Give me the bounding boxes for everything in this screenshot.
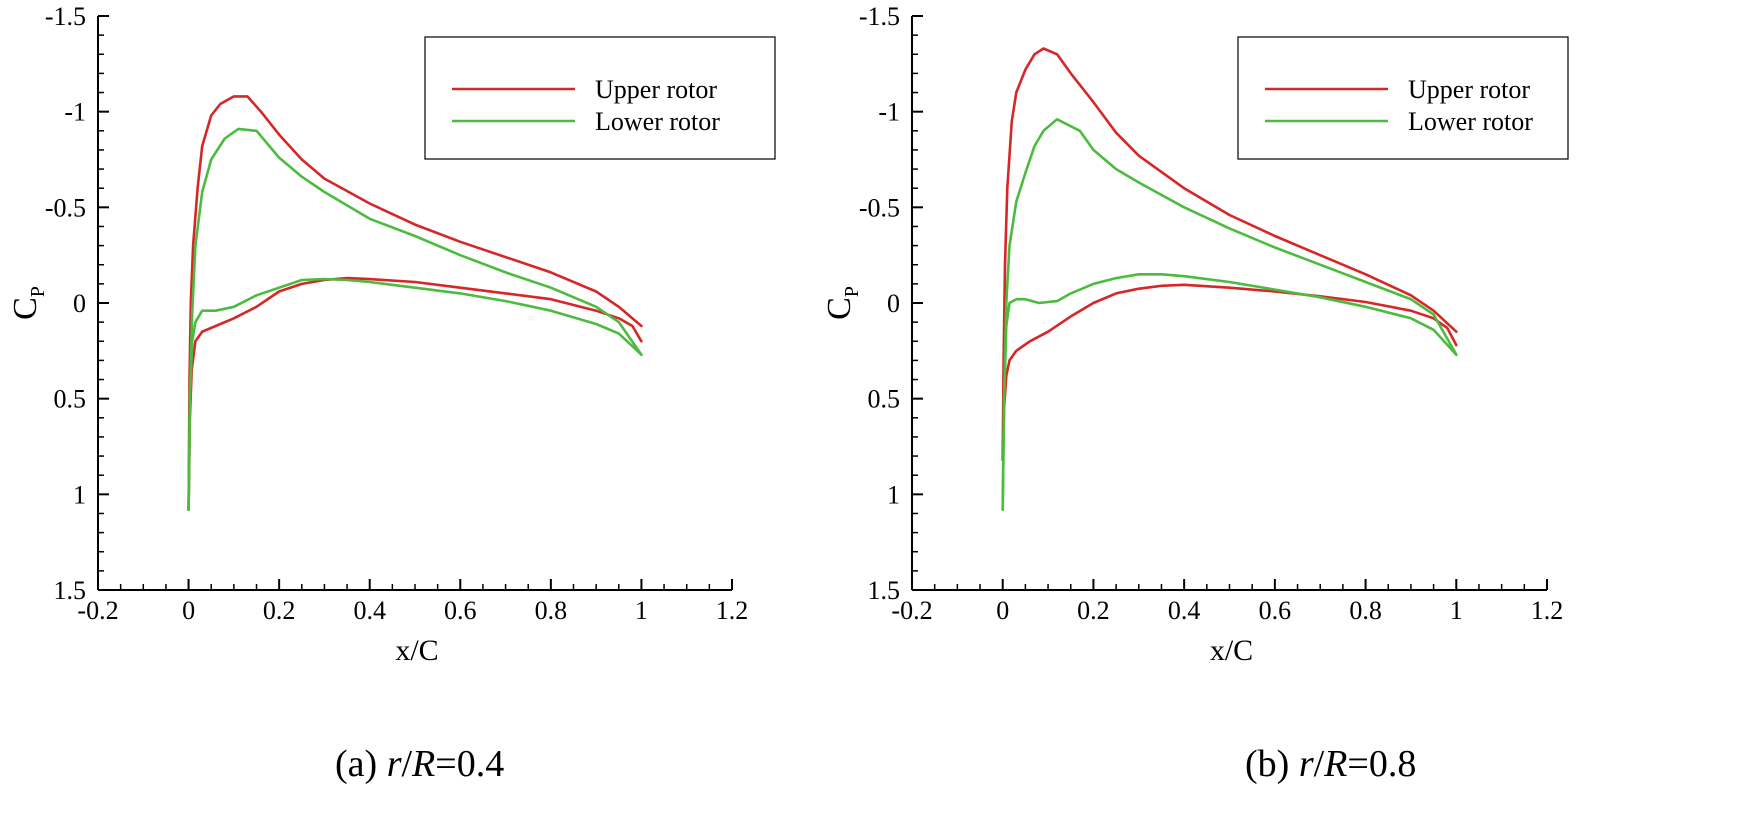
series-a-upper-rotor-upper-surface xyxy=(187,95,643,511)
x-tick-label-a-7: 1.2 xyxy=(716,596,749,625)
x-tick-label-b-3: 0.4 xyxy=(1168,596,1201,625)
x-tick-label-b-7: 1.2 xyxy=(1531,596,1564,625)
x-tick-label-a-6: 1 xyxy=(635,596,648,625)
caption-a-slash: / xyxy=(401,743,413,785)
y-tick-label-b-4: 0.5 xyxy=(868,385,901,414)
caption-b-slash: / xyxy=(1313,743,1325,785)
caption-a: (a) r/R=0.4 xyxy=(335,742,504,786)
y-tick-label-b-3: 0 xyxy=(887,289,900,318)
y-axis-label-sub-b: P xyxy=(841,286,863,297)
legend-label-b-upper-rotor: Upper rotor xyxy=(1408,75,1530,104)
y-tick-label-b-0: -1.5 xyxy=(859,2,900,31)
y-tick-label-a-5: 1 xyxy=(73,480,86,509)
y-tick-label-a-4: 0.5 xyxy=(54,385,87,414)
y-tick-label-a-3: 0 xyxy=(73,289,86,318)
caption-b-r: r xyxy=(1298,743,1314,785)
x-axis-label-b: x/C xyxy=(1210,634,1253,667)
caption-b-label: (b) xyxy=(1245,743,1290,785)
series-a-upper-rotor-lower-surface xyxy=(187,276,643,511)
series-b-lower-rotor-lower-surface xyxy=(1001,273,1458,511)
y-tick-label-b-5: 1 xyxy=(887,480,900,509)
x-tick-label-b-4: 0.6 xyxy=(1259,596,1292,625)
y-tick-label-b-2: -0.5 xyxy=(859,193,900,222)
x-tick-label-a-1: 0 xyxy=(182,596,195,625)
x-axis-label-a: x/C xyxy=(395,634,438,667)
y-axis-label-a: CP xyxy=(7,286,49,320)
legend-label-b-lower-rotor: Lower rotor xyxy=(1408,107,1533,136)
y-tick-label-a-6: 1.5 xyxy=(54,576,87,605)
caption-b-value: =0.8 xyxy=(1347,743,1417,785)
caption-a-label: (a) xyxy=(335,743,378,785)
x-tick-label-a-4: 0.6 xyxy=(444,596,477,625)
x-tick-label-a-0: -0.2 xyxy=(77,596,118,625)
series-b-upper-rotor-upper-surface xyxy=(1001,47,1458,462)
legend-box-a xyxy=(424,36,776,160)
legend-label-a-lower-rotor: Lower rotor xyxy=(595,107,720,136)
x-tick-label-b-6: 1 xyxy=(1450,596,1463,625)
x-tick-label-a-2: 0.2 xyxy=(263,596,296,625)
y-tick-label-a-1: -1 xyxy=(64,98,86,127)
y-tick-label-a-2: -0.5 xyxy=(45,193,86,222)
x-tick-label-a-5: 0.8 xyxy=(535,596,568,625)
caption-b: (b) r/R=0.8 xyxy=(1245,742,1416,786)
series-a-lower-rotor-upper-surface xyxy=(187,127,643,511)
y-axis-label-sub-a: P xyxy=(27,286,49,297)
y-tick-label-a-0: -1.5 xyxy=(45,2,86,31)
x-tick-label-b-2: 0.2 xyxy=(1077,596,1110,625)
series-a-lower-rotor-lower-surface xyxy=(187,277,643,511)
y-axis-label-b: CP xyxy=(821,286,863,320)
x-tick-label-b-1: 0 xyxy=(996,596,1009,625)
x-tick-label-a-3: 0.4 xyxy=(353,596,386,625)
caption-b-R: R xyxy=(1324,743,1348,785)
y-tick-label-b-1: -1 xyxy=(878,98,900,127)
y-axis-label-main-b: C xyxy=(821,297,858,320)
legend-box-b xyxy=(1237,36,1569,160)
caption-a-R: R xyxy=(412,743,436,785)
caption-a-r: r xyxy=(386,743,402,785)
series-b-upper-rotor-lower-surface xyxy=(1001,283,1458,462)
y-tick-label-b-6: 1.5 xyxy=(868,576,901,605)
x-tick-label-b-5: 0.8 xyxy=(1349,596,1382,625)
legend-label-a-upper-rotor: Upper rotor xyxy=(595,75,717,104)
caption-a-value: =0.4 xyxy=(435,743,505,785)
y-axis-label-main-a: C xyxy=(7,297,44,320)
series-b-lower-rotor-upper-surface xyxy=(1001,118,1458,511)
x-tick-label-b-0: -0.2 xyxy=(891,596,932,625)
